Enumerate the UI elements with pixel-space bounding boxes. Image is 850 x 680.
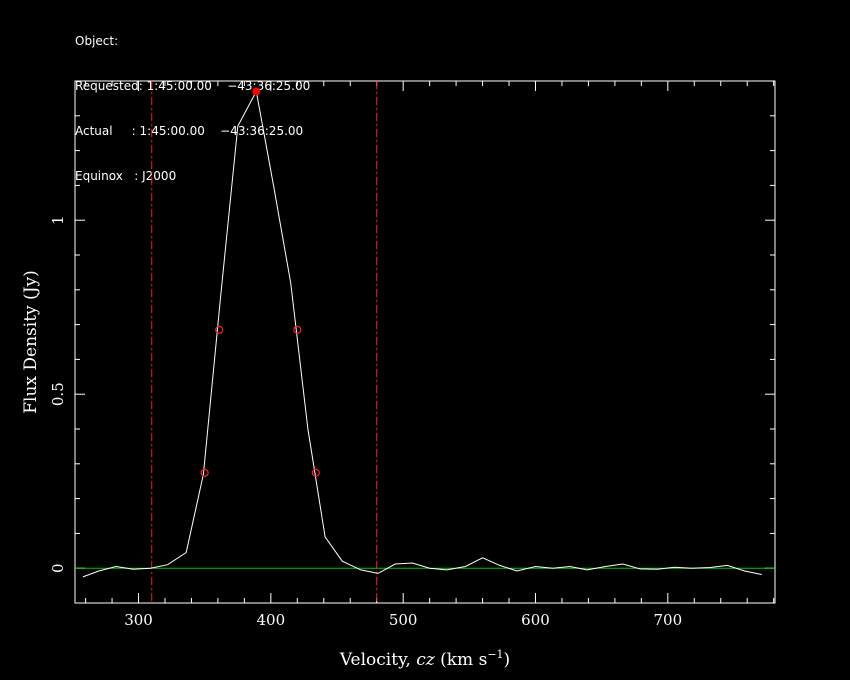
x-tick-label: 700 xyxy=(653,611,682,629)
equinox-line: Equinox : J2000 xyxy=(75,169,177,183)
y-tick-label: 0.5 xyxy=(49,382,67,406)
y-tick-label: 1 xyxy=(49,215,67,225)
x-tick-label: 500 xyxy=(389,611,418,629)
width-marker xyxy=(200,468,209,477)
x-axis-title: Velocity, cz (km s−1) xyxy=(339,648,510,670)
peak-marker xyxy=(252,87,261,96)
actual-coordinates: Actual : 1:45:00.00 −43:36:25.00 xyxy=(75,124,304,138)
observation-header: Object: Requested: 1:45:00.00 −43:36:25.… xyxy=(75,4,310,199)
y-axis-title: Flux Density (Jy) xyxy=(21,270,41,414)
width-marker xyxy=(293,325,302,334)
width-marker xyxy=(215,325,224,334)
x-tick-label: 600 xyxy=(521,611,550,629)
x-tick-label: 300 xyxy=(124,611,153,629)
axis-ticks xyxy=(75,80,775,604)
x-tick-labels: 300 400 500 600 700 xyxy=(124,611,682,629)
y-tick-label: 0 xyxy=(49,563,67,573)
integration-window-lines xyxy=(151,81,378,603)
width-markers xyxy=(200,87,320,477)
requested-coordinates: Requested: 1:45:00.00 −43:36:25.00 xyxy=(75,79,311,93)
spectrum-line xyxy=(82,89,762,578)
x-tick-label: 400 xyxy=(257,611,286,629)
width-marker xyxy=(311,468,320,477)
plot-frame xyxy=(74,80,776,604)
y-tick-labels: 00.51 xyxy=(49,215,67,573)
object-line: Object: xyxy=(75,34,119,48)
